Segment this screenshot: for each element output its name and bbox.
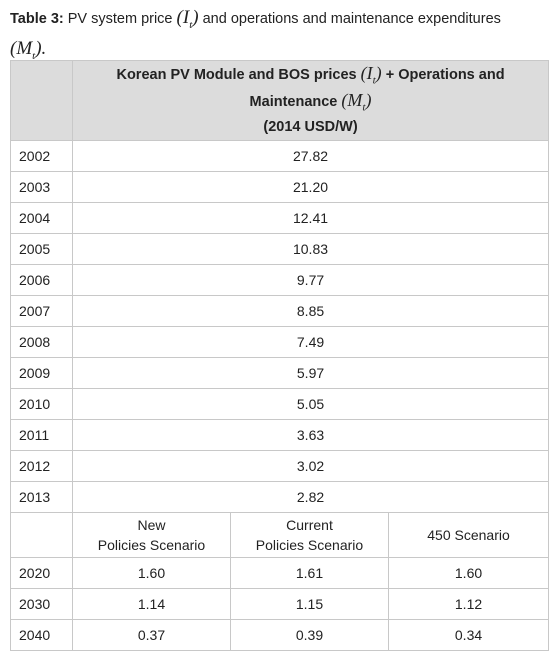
year-cell: 2005 <box>10 233 73 265</box>
price-cell: 9.77 <box>71 264 550 296</box>
math-symbol: ) <box>375 63 382 84</box>
caption-text: PV system price <box>67 11 173 27</box>
table-row: 2030 1.14 1.15 1.12 <box>10 588 550 620</box>
price-cell: 5.97 <box>71 357 550 389</box>
scenario-header-row: New Policies Scenario Current Policies Scen… <box>10 512 550 558</box>
table-row: 2009 5.97 <box>10 357 550 389</box>
table-row: 2002 27.82 <box>10 140 550 172</box>
table-row: 2006 9.77 <box>10 264 550 296</box>
price-cell: 1.15 <box>230 588 389 620</box>
price-table: Korean PV Module and BOS prices (It) + O… <box>10 60 550 651</box>
scenario-header-cell: Current Policies Scenario <box>230 512 389 558</box>
scenario-name: Policies Scenario <box>97 537 206 553</box>
math-symbol: (I <box>176 7 190 28</box>
year-cell: 2010 <box>10 388 73 420</box>
price-cell: 0.39 <box>230 619 389 651</box>
year-cell: 2003 <box>10 171 73 203</box>
math-symbol: ). <box>35 37 47 59</box>
table-row: 2011 3.63 <box>10 419 550 451</box>
math-subscript: t <box>32 49 36 62</box>
year-cell: 2008 <box>10 326 73 358</box>
header-row: Korean PV Module and BOS prices (It) + O… <box>10 60 550 141</box>
math-subscript: t <box>362 101 366 114</box>
table-row: 2020 1.60 1.61 1.60 <box>10 557 550 589</box>
table-row: 2013 2.82 <box>10 481 550 513</box>
math-symbol: ) <box>365 90 372 110</box>
caption-label: Table 3: <box>10 11 64 27</box>
year-cell: 2007 <box>10 295 73 327</box>
year-cell: 2040 <box>10 619 73 651</box>
scenario-header-cell: 450 Scenario <box>387 512 550 558</box>
price-cell: 1.12 <box>387 588 550 620</box>
math-subscript: t <box>189 18 193 31</box>
table-row: 2003 21.20 <box>10 171 550 203</box>
math-symbol: (M <box>341 90 363 110</box>
table-row: 2012 3.02 <box>10 450 550 482</box>
price-cell: 10.83 <box>71 233 550 265</box>
table-row: 2004 12.41 <box>10 202 550 234</box>
table-row: 2040 0.37 0.39 0.34 <box>10 619 550 651</box>
scenario-header-cell: New Policies Scenario <box>72 512 231 558</box>
year-cell: 2020 <box>10 557 73 589</box>
math-symbol: ) <box>192 7 199 28</box>
price-cell: 8.85 <box>71 295 550 327</box>
year-cell: 2030 <box>10 588 73 620</box>
year-cell: 2013 <box>10 481 73 513</box>
table-row: 2005 10.83 <box>10 233 550 265</box>
price-cell: 1.61 <box>230 557 389 589</box>
scenario-name: Policies Scenario <box>255 537 364 553</box>
math-symbol: (M <box>10 37 33 59</box>
scenario-name: Current <box>286 517 333 533</box>
table-caption: Table 3: PV system price (It) and operat… <box>10 6 550 68</box>
price-cell: 12.41 <box>71 202 550 234</box>
scenario-name: 450 Scenario <box>427 527 510 543</box>
header-math: (It) <box>360 63 382 87</box>
year-cell: 2002 <box>10 140 73 172</box>
price-cell: 3.02 <box>71 450 550 482</box>
caption-math: (Mt). <box>10 37 47 62</box>
year-cell: 2009 <box>10 357 73 389</box>
year-cell: 2004 <box>10 202 73 234</box>
table-row: 2010 5.05 <box>10 388 550 420</box>
price-cell: 7.49 <box>71 326 550 358</box>
header-text: Korean PV Module and BOS prices <box>116 67 357 84</box>
scenario-name: New <box>137 517 166 533</box>
price-cell: 0.34 <box>387 619 550 651</box>
price-cell: 3.63 <box>71 419 550 451</box>
price-cell: 27.82 <box>71 140 550 172</box>
header-cell <box>10 60 73 141</box>
price-cell: 1.60 <box>72 557 231 589</box>
table-row: 2008 7.49 <box>10 326 550 358</box>
header-text: (2014 USD/W) <box>263 118 358 135</box>
header-text: Maintenance <box>249 94 338 110</box>
price-cell: 5.05 <box>71 388 550 420</box>
price-cell: 21.20 <box>71 171 550 203</box>
year-cell: 2011 <box>10 419 73 451</box>
header-math: (Mt) <box>341 90 372 114</box>
year-cell: 2006 <box>10 264 73 296</box>
math-symbol: (I <box>360 63 373 84</box>
header-cell <box>10 512 73 558</box>
math-subscript: t <box>372 75 376 87</box>
price-cell: 2.82 <box>71 481 550 513</box>
caption-text: and operations and maintenance expenditu… <box>202 11 501 27</box>
header-cell: Korean PV Module and BOS prices (It) + O… <box>71 60 550 141</box>
header-text: + Operations and <box>385 67 505 84</box>
caption-math: (It) <box>176 7 199 31</box>
price-cell: 0.37 <box>72 619 231 651</box>
year-cell: 2012 <box>10 450 73 482</box>
price-cell: 1.60 <box>387 557 550 589</box>
table-row: 2007 8.85 <box>10 295 550 327</box>
price-cell: 1.14 <box>72 588 231 620</box>
